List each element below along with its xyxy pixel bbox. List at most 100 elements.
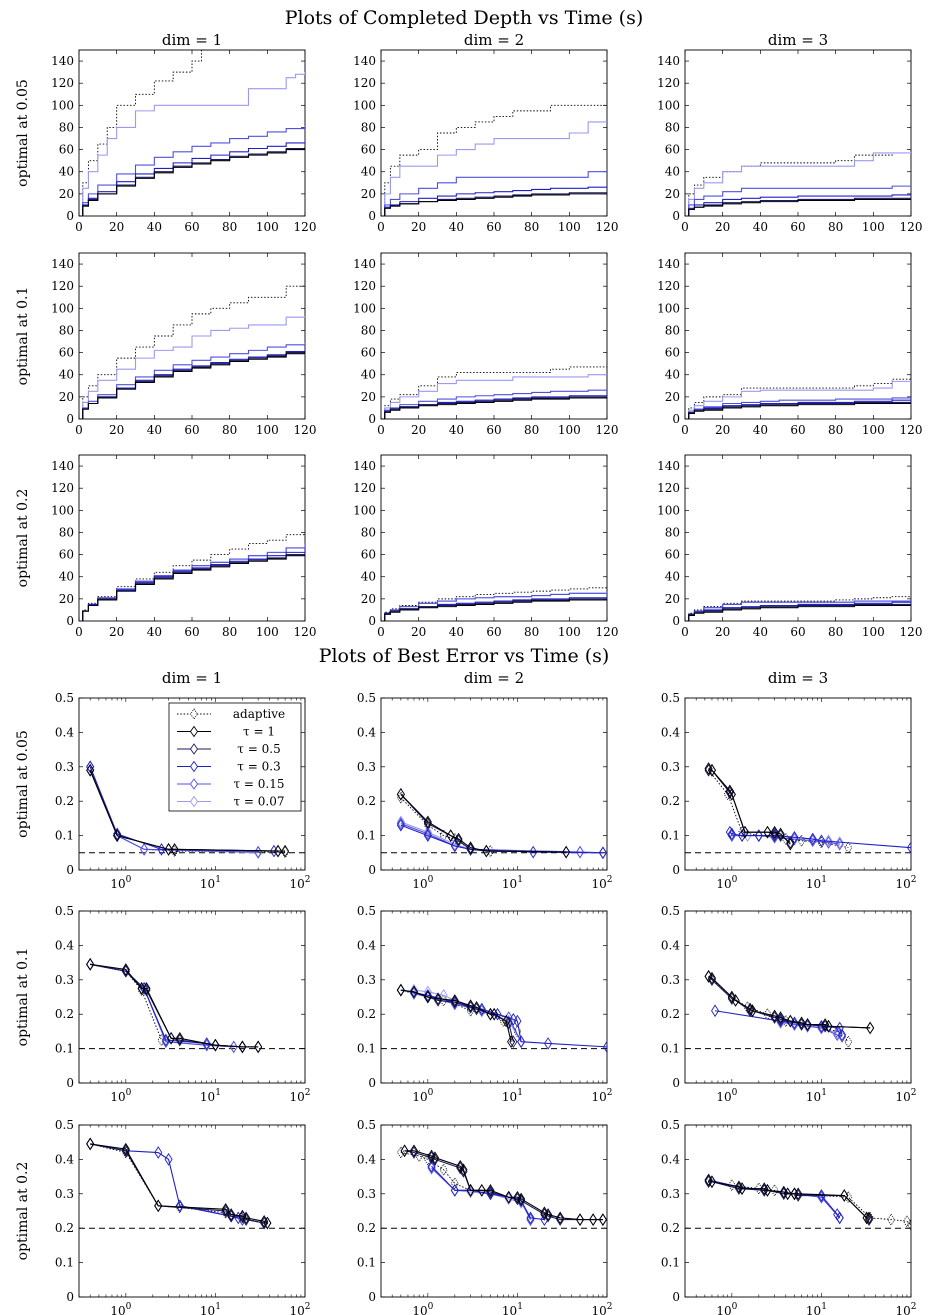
x-tick-label: 120 [900, 220, 923, 234]
plot-frame [380, 252, 608, 420]
data-point-tau_1 [707, 1175, 716, 1189]
plot-frame [684, 454, 912, 622]
x-tick-label: 101 [806, 1088, 827, 1104]
y-tick-label: 0.5 [55, 904, 74, 918]
data-point-tau_1 [238, 1040, 247, 1054]
y-tick-label: 100 [51, 98, 74, 112]
y-tick-label: 20 [59, 187, 74, 201]
data-point-tau_1 [450, 994, 459, 1007]
y-tick-label: 20 [665, 592, 680, 606]
data-point-tau_1 [707, 971, 716, 985]
data-point-tau_0_3 [396, 818, 405, 832]
data-point-tau_0_3 [725, 825, 734, 839]
data-point-tau_0_15 [838, 1030, 847, 1043]
y-tick-label: 0.3 [661, 760, 680, 774]
x-tick-label: 120 [900, 625, 923, 639]
data-point-tau_1 [746, 1002, 755, 1016]
data-point-tau_0_3 [598, 846, 607, 860]
data-point-tau_0_3 [513, 1014, 522, 1028]
x-tick-label: 100 [716, 875, 737, 891]
plot-frame [684, 49, 912, 217]
data-point-tau_1 [490, 1007, 499, 1021]
series-line-tau_0_3 [79, 140, 305, 216]
y-tick-label: 0.5 [55, 691, 74, 705]
data-point-tau_1 [175, 1031, 184, 1045]
legend-label: τ = 0.15 [233, 777, 284, 791]
panel-error-r0c2: 0 0.1 0.2 0.3 0.4 0.5 100 101 102 [661, 691, 917, 891]
y-tick-label: 80 [665, 323, 680, 337]
legend-label: τ = 0.07 [233, 795, 284, 809]
y-tick-label: 0.5 [357, 691, 376, 705]
data-point-tau_1 [86, 763, 95, 777]
data-point-tau_1 [562, 845, 571, 859]
y-tick-label: 20 [665, 390, 680, 404]
series-line-tau_1 [381, 192, 607, 216]
series-line-adaptive [79, 50, 305, 216]
x-tick-label: 80 [828, 220, 843, 234]
panel-depth-r1c0: 0 20 40 60 80 100 120 140 0 20 40 60 80 100 120 [51, 252, 316, 437]
data-point-adaptive [844, 1035, 853, 1049]
data-point-tau_1 [770, 825, 779, 839]
data-point-tau_1 [740, 825, 749, 839]
data-point-tau_0_07 [824, 834, 833, 848]
data-point-tau_0_07 [409, 983, 418, 997]
data-point-tau_1 [142, 982, 151, 995]
y-tick-label: 0 [672, 1076, 680, 1090]
legend-label: τ = 0.5 [237, 742, 280, 756]
y-tick-label: 0.2 [661, 1007, 680, 1021]
y-tick-label: 140 [51, 54, 74, 68]
series-group [704, 970, 875, 1049]
panel-depth-r2c1: 0 20 40 60 80 100 120 140 0 20 40 60 80 100 120 [353, 454, 618, 639]
data-point-tau_1 [113, 829, 122, 842]
data-point-tau_0_5 [466, 843, 475, 856]
y-tick-label: 0.1 [55, 1256, 74, 1270]
legend-label: adaptive [233, 707, 285, 721]
y-tick-label: 120 [51, 279, 74, 293]
section2-title: Plots of Best Error vs Time (s) [319, 645, 610, 667]
x-tick-label: 100 [558, 423, 581, 437]
data-point-tau_0_5 [466, 1000, 475, 1014]
y-tick-label: 140 [51, 257, 74, 271]
series-line-tau_0_07 [381, 374, 607, 419]
legend-swatch-marker [189, 708, 199, 720]
y-tick-label: 140 [353, 257, 376, 271]
legend: adaptive τ = 1 τ = 0.5 τ = 0.3 τ = 0.15 τ = 0… [168, 702, 302, 812]
y-tick-label: 0.5 [661, 904, 680, 918]
data-point-tau_1 [840, 1189, 849, 1202]
x-tick-label: 100 [110, 1088, 131, 1104]
data-point-tau_1 [776, 827, 785, 841]
column-header: dim = 3 [768, 31, 828, 49]
column-header: dim = 2 [464, 31, 524, 49]
series-line-tau_1 [79, 147, 305, 216]
legend-label: τ = 0.3 [237, 760, 280, 774]
plot-frame [684, 252, 912, 420]
y-tick-label: 0 [368, 1076, 376, 1090]
series-group [396, 1144, 607, 1226]
panel-error-r0c1: 0 0.1 0.2 0.3 0.4 0.5 100 101 102 [357, 691, 613, 891]
data-point-tau_1 [454, 832, 463, 846]
panel-depth-r0c0: 0 20 40 60 80 100 120 140 0 20 40 60 80 100 120 [51, 49, 316, 234]
y-tick-label: 20 [361, 592, 376, 606]
x-tick-label: 0 [377, 220, 385, 234]
y-tick-label: 40 [59, 368, 74, 382]
y-tick-label: 0.4 [357, 725, 376, 739]
data-point-tau_0_3 [727, 827, 736, 841]
y-tick-label: 0.3 [55, 760, 74, 774]
data-point-tau_1 [423, 990, 432, 1004]
data-point-tau_1 [517, 1192, 526, 1206]
x-tick-label: 120 [900, 423, 923, 437]
series-line-adaptive [381, 104, 607, 216]
data-point-tau_0_3 [140, 982, 149, 995]
series-line-tau_0_5 [90, 1143, 268, 1224]
y-tick-label: 0.4 [357, 938, 376, 952]
data-point-tau_0_3 [154, 1146, 163, 1159]
series-line-tau_1 [708, 768, 791, 845]
series-line-tau_0_15 [685, 185, 911, 216]
data-point-tau_1 [466, 999, 475, 1012]
data-point-tau_0_3 [427, 1159, 436, 1173]
data-point-tau_1 [86, 957, 95, 971]
y-tick-label: 0.1 [661, 1256, 680, 1270]
series-line-tau_0_15 [400, 823, 603, 854]
y-tick-label: 0.1 [55, 829, 74, 843]
y-tick-label: 0.1 [357, 829, 376, 843]
